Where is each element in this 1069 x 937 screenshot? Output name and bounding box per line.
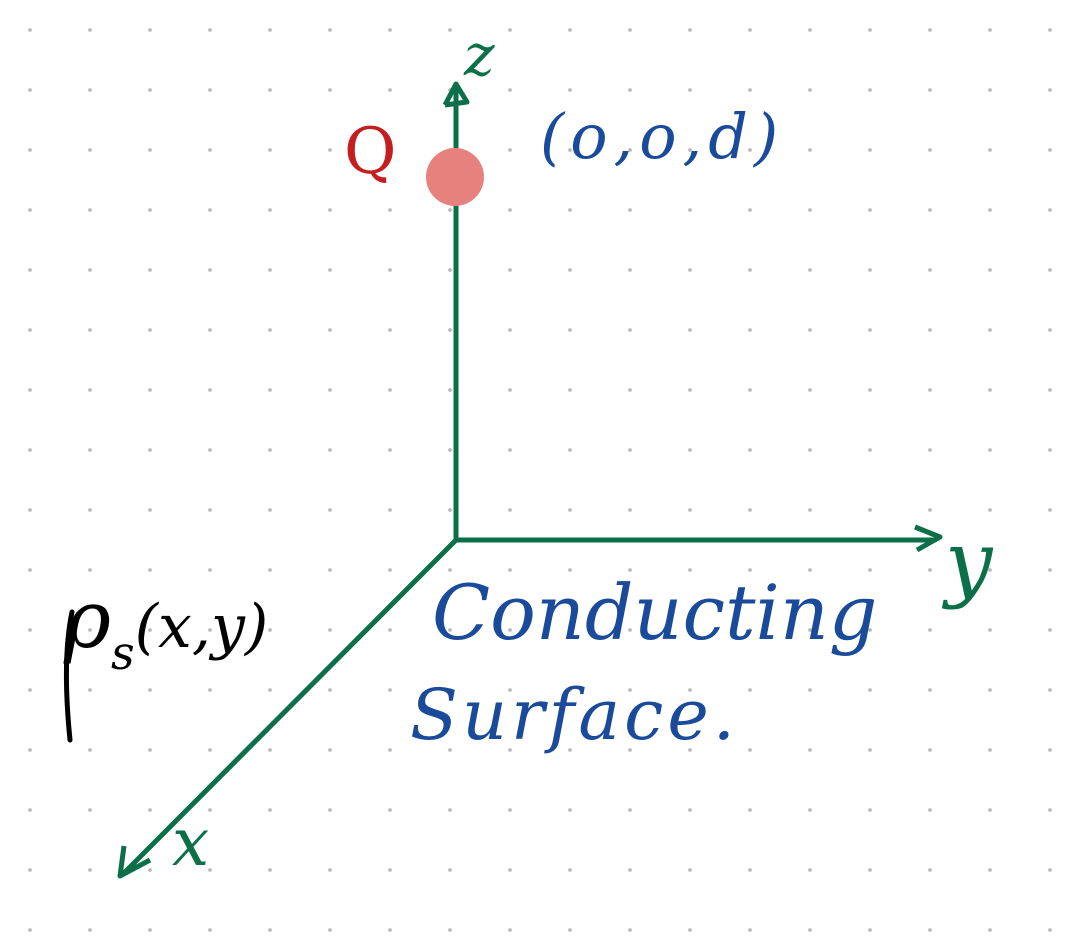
density-arguments: (x,y) (134, 592, 269, 662)
z-axis-arrowhead (442, 81, 470, 108)
conducting-label: Conducting (432, 568, 878, 657)
density-subscript: s (111, 626, 135, 680)
surface-label: Surface. (410, 674, 740, 756)
y-axis-arrowhead (914, 524, 943, 553)
charge-density-stroke (64, 609, 75, 743)
x-axis-label: x (172, 804, 210, 881)
x-axis-arrowhead (117, 845, 152, 879)
point-charge-dot (426, 148, 484, 206)
coordinate-axes (117, 81, 943, 879)
charge-symbol-label: Q (344, 115, 397, 189)
y-axis-label: y (945, 513, 993, 611)
density-symbol: ρ (64, 573, 112, 666)
charge-position-label: (o,o,d) (540, 100, 785, 173)
surface-charge-density-label: ρs(x,y) (64, 580, 269, 677)
x-axis (119, 537, 459, 878)
z-axis-label: z (464, 21, 495, 89)
